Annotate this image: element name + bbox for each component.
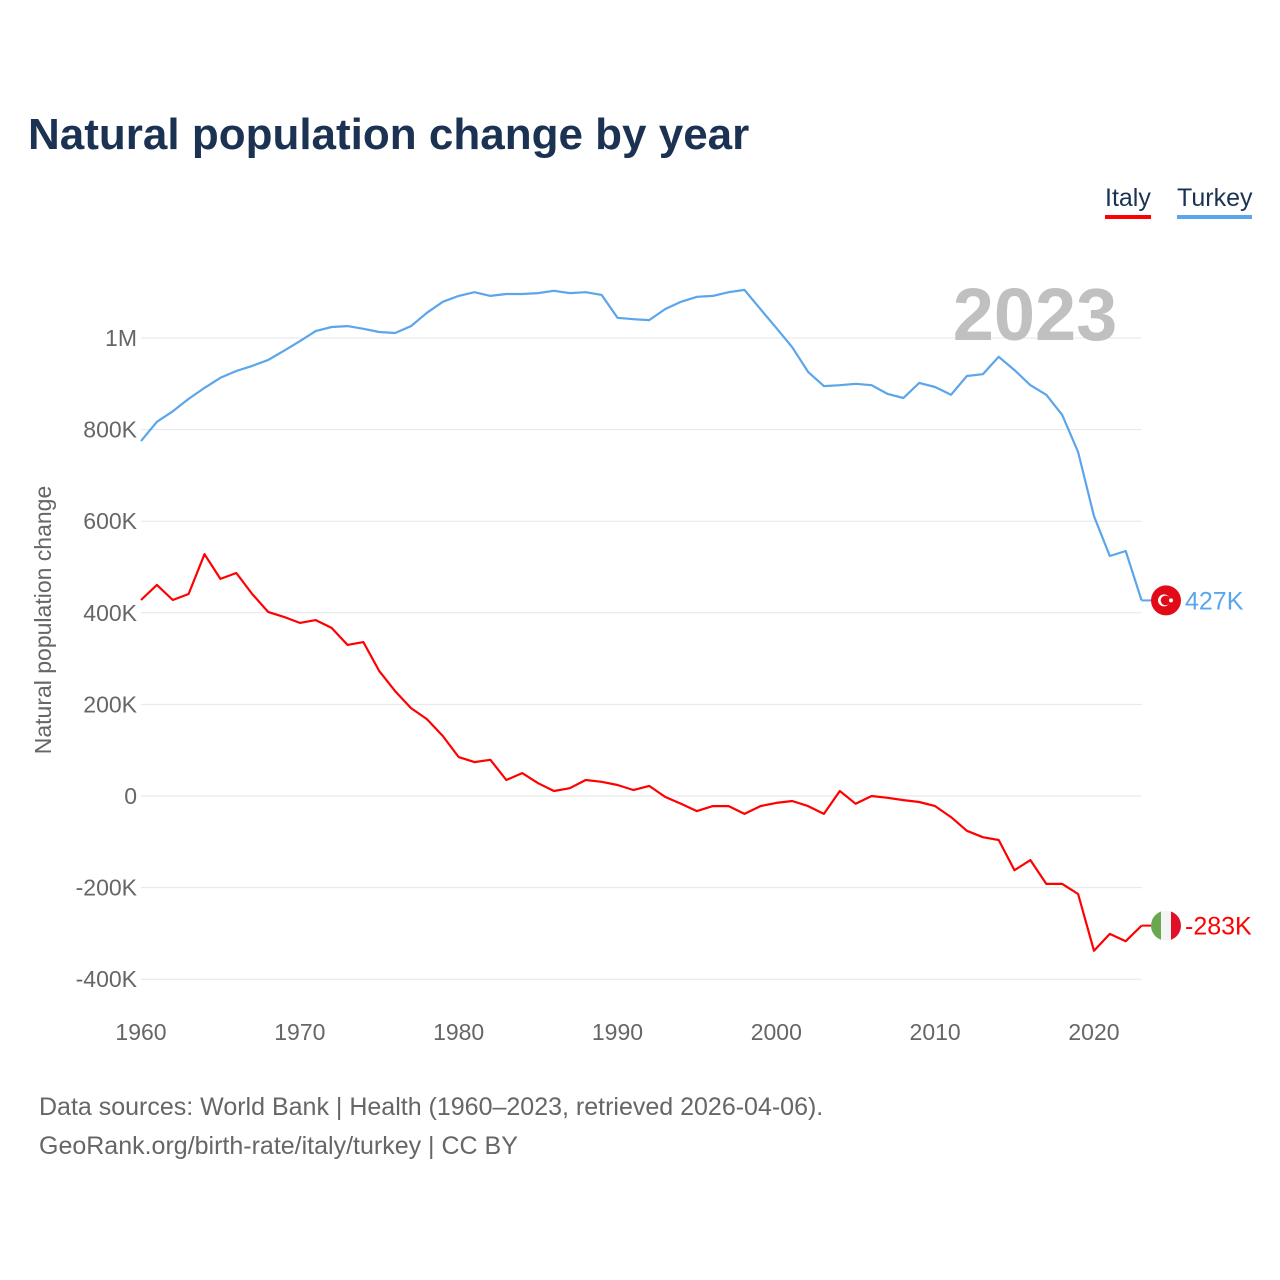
end-label-italy: -283K — [1185, 913, 1252, 941]
flag-red — [1171, 910, 1181, 941]
flag-white — [1161, 910, 1171, 941]
legend-turkey[interactable]: Turkey — [1177, 184, 1253, 219]
end-label-turkey: 427K — [1185, 587, 1244, 615]
y-tick-label: 400K — [83, 600, 137, 626]
series-line-italy[interactable] — [140, 553, 1143, 952]
flag-star — [1169, 598, 1173, 603]
footer: Data sources: World Bank | Health (1960–… — [39, 1088, 823, 1166]
y-axis-label: Natural population change — [30, 486, 56, 755]
flag-turkey-icon — [1151, 585, 1181, 616]
x-tick-label: 1970 — [274, 1019, 325, 1045]
year-watermark: 2023 — [953, 273, 1118, 356]
series-line-turkey[interactable] — [140, 288, 1143, 601]
x-tick-label: 1960 — [115, 1019, 166, 1045]
y-tick-label: 0 — [124, 783, 137, 809]
y-tick-label: 1M — [105, 325, 137, 351]
x-tick-label: 2020 — [1068, 1019, 1119, 1045]
flag-italy-stripes — [1151, 910, 1181, 941]
y-tick-label: 600K — [83, 508, 137, 534]
y-tick-label: 800K — [83, 417, 137, 443]
x-tick-label: 1990 — [592, 1019, 643, 1045]
legend-italy[interactable]: Italy — [1105, 184, 1151, 219]
flag-italy-icon — [1151, 910, 1181, 941]
footer-attribution[interactable]: GeoRank.org/birth-rate/italy/turkey | CC… — [39, 1132, 518, 1160]
x-tick-label: 2000 — [751, 1019, 802, 1045]
y-tick-label: -400K — [76, 966, 138, 992]
y-tick-label: 200K — [83, 691, 137, 717]
x-tick-label: 2010 — [910, 1019, 961, 1045]
footer-sources: Data sources: World Bank | Health (1960–… — [39, 1093, 824, 1121]
flag-crescent-cut — [1160, 595, 1171, 606]
y-tick-label: -200K — [76, 875, 138, 901]
flag-green — [1151, 910, 1161, 941]
chart-title: Natural population change by year — [28, 110, 750, 159]
x-tick-label: 1980 — [433, 1019, 484, 1045]
